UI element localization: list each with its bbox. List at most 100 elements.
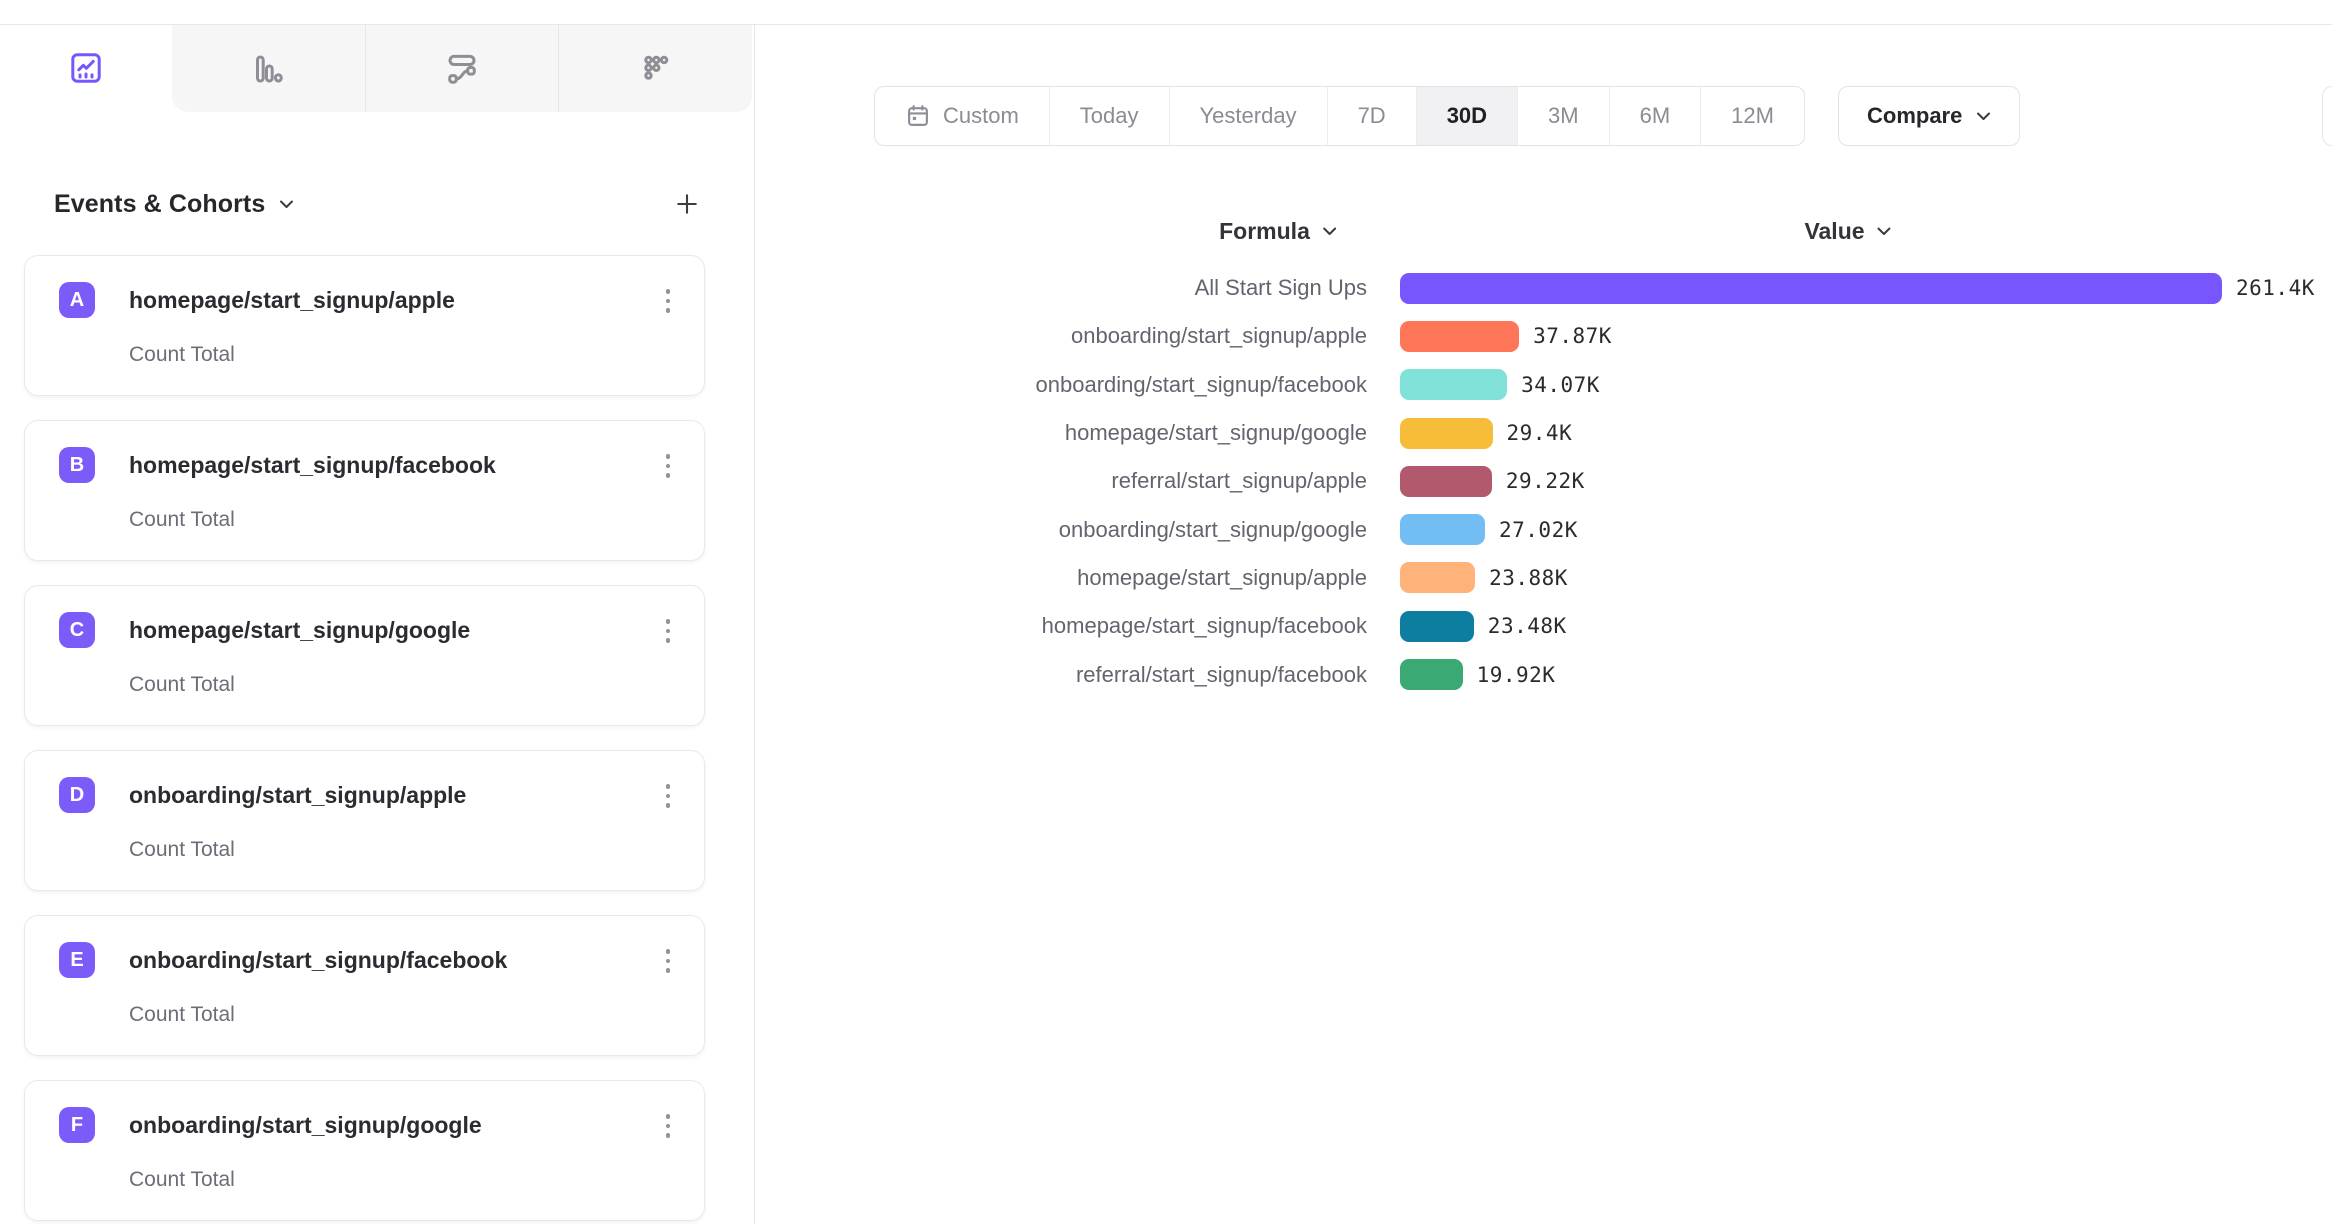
- events-cohorts-dropdown[interactable]: Events & Cohorts: [54, 190, 294, 219]
- tab-retention[interactable]: [558, 25, 752, 112]
- event-name: onboarding/start_signup/facebook: [129, 947, 508, 973]
- kebab-menu-icon[interactable]: [654, 777, 682, 815]
- chart-row: All Start Sign Ups 261.4K: [756, 264, 2332, 312]
- value-header-label: Value: [1804, 217, 1865, 244]
- event-metric[interactable]: Count Total: [129, 838, 235, 861]
- row-label: onboarding/start_signup/google: [1058, 516, 1367, 542]
- compare-button[interactable]: Compare: [1838, 86, 2021, 146]
- sidebar-header: Events & Cohorts: [54, 180, 705, 228]
- value-bar[interactable]: [1400, 417, 1493, 449]
- event-metric[interactable]: Count Total: [129, 343, 235, 366]
- event-letter-badge: C: [59, 612, 95, 648]
- chevron-down-icon: [1976, 111, 1991, 121]
- date-range-7d[interactable]: 7D: [1326, 87, 1416, 145]
- date-range-label: Today: [1079, 103, 1139, 128]
- chart-row: onboarding/start_signup/google 27.02K: [756, 505, 2332, 553]
- kebab-menu-icon[interactable]: [654, 282, 682, 320]
- date-range-yesterday[interactable]: Yesterday: [1168, 87, 1327, 145]
- value-bar[interactable]: [1400, 465, 1492, 497]
- kebab-menu-icon[interactable]: [654, 942, 682, 980]
- tab-funnels[interactable]: [172, 25, 365, 112]
- kebab-menu-icon[interactable]: [654, 612, 682, 650]
- chart-row: homepage/start_signup/google 29.4K: [756, 409, 2332, 457]
- date-range-12m[interactable]: 12M: [1700, 87, 1804, 145]
- event-metric[interactable]: Count Total: [129, 1168, 235, 1191]
- date-range-label: 6M: [1639, 103, 1671, 128]
- date-range-label: 30D: [1446, 103, 1488, 128]
- value-bar[interactable]: [1400, 610, 1474, 642]
- add-event-button[interactable]: [669, 186, 705, 222]
- chart-row: homepage/start_signup/facebook 23.48K: [756, 602, 2332, 650]
- value-label: 23.48K: [1487, 614, 1567, 639]
- value-bar[interactable]: [1400, 659, 1463, 691]
- event-name: onboarding/start_signup/apple: [129, 782, 467, 808]
- row-label: All Start Sign Ups: [1194, 275, 1367, 301]
- value-bar[interactable]: [1400, 562, 1476, 594]
- retention-dots-icon: [638, 51, 674, 87]
- event-letter-badge: D: [59, 777, 95, 813]
- value-label: 37.87K: [1533, 324, 1612, 349]
- value-label: 27.02K: [1499, 517, 1578, 542]
- value-column-header[interactable]: Value: [1804, 214, 1891, 248]
- formula-column-header[interactable]: Formula: [1219, 214, 1337, 248]
- row-label: onboarding/start_signup/apple: [1070, 323, 1367, 349]
- bar-chart: All Start Sign Ups 261.4K onboarding/start…: [756, 264, 2332, 699]
- row-label: homepage/start_signup/google: [1064, 420, 1367, 446]
- chevron-down-icon: [1877, 226, 1892, 236]
- row-label: homepage/start_signup/apple: [1077, 564, 1367, 590]
- tab-group: [172, 25, 752, 112]
- row-label: referral/start_signup/apple: [1111, 468, 1367, 494]
- value-label: 261.4K: [2236, 276, 2315, 301]
- chart-row: homepage/start_signup/apple 23.88K: [756, 554, 2332, 602]
- date-range-custom[interactable]: Custom: [875, 87, 1049, 145]
- event-metric[interactable]: Count Total: [129, 673, 235, 696]
- value-bar[interactable]: [1400, 320, 1520, 352]
- event-name: onboarding/start_signup/google: [129, 1112, 482, 1138]
- date-range-today[interactable]: Today: [1048, 87, 1169, 145]
- date-range-label: Custom: [943, 103, 1019, 128]
- tab-insights[interactable]: [0, 25, 172, 111]
- row-label: homepage/start_signup/facebook: [1041, 613, 1367, 639]
- calendar-icon: [905, 103, 931, 129]
- value-bar[interactable]: [1400, 272, 2222, 304]
- value-label: 23.88K: [1489, 565, 1568, 590]
- date-range-label: 7D: [1357, 103, 1386, 128]
- formula-header-label: Formula: [1219, 217, 1310, 244]
- date-range-label: Yesterday: [1199, 103, 1297, 128]
- tab-flows[interactable]: [364, 25, 559, 112]
- value-bar[interactable]: [1400, 514, 1485, 546]
- date-range-6m[interactable]: 6M: [1608, 87, 1701, 145]
- chevron-down-icon: [1322, 226, 1337, 236]
- event-metric[interactable]: Count Total: [129, 508, 235, 531]
- date-range-3m[interactable]: 3M: [1517, 87, 1609, 145]
- chart-row: referral/start_signup/facebook 19.92K: [756, 650, 2332, 698]
- row-label: referral/start_signup/facebook: [1075, 661, 1367, 687]
- sidebar-title: Events & Cohorts: [54, 189, 266, 218]
- event-letter-badge: E: [59, 942, 95, 978]
- partial-button-right-edge[interactable]: [2322, 86, 2332, 146]
- top-divider: [0, 24, 2332, 25]
- kebab-menu-icon[interactable]: [654, 447, 682, 485]
- compare-label: Compare: [1867, 103, 1963, 128]
- chart-row: onboarding/start_signup/facebook 34.07K: [756, 361, 2332, 409]
- value-label: 34.07K: [1521, 372, 1600, 397]
- chart-row: referral/start_signup/apple 29.22K: [756, 457, 2332, 505]
- flows-icon: [444, 51, 480, 87]
- event-name: homepage/start_signup/google: [129, 617, 471, 643]
- date-range-30d[interactable]: 30D: [1415, 87, 1518, 145]
- event-letter-badge: B: [59, 447, 95, 483]
- sidebar-divider: [754, 25, 755, 1224]
- main-content: Custom Today Yesterday 7D 30D 3M 6M 12M Compare…: [756, 0, 2332, 1224]
- value-bar[interactable]: [1400, 369, 1508, 401]
- value-label: 29.4K: [1506, 421, 1573, 446]
- kebab-menu-icon[interactable]: [654, 1107, 682, 1145]
- event-metric[interactable]: Count Total: [129, 1003, 235, 1026]
- event-name: homepage/start_signup/apple: [129, 287, 455, 313]
